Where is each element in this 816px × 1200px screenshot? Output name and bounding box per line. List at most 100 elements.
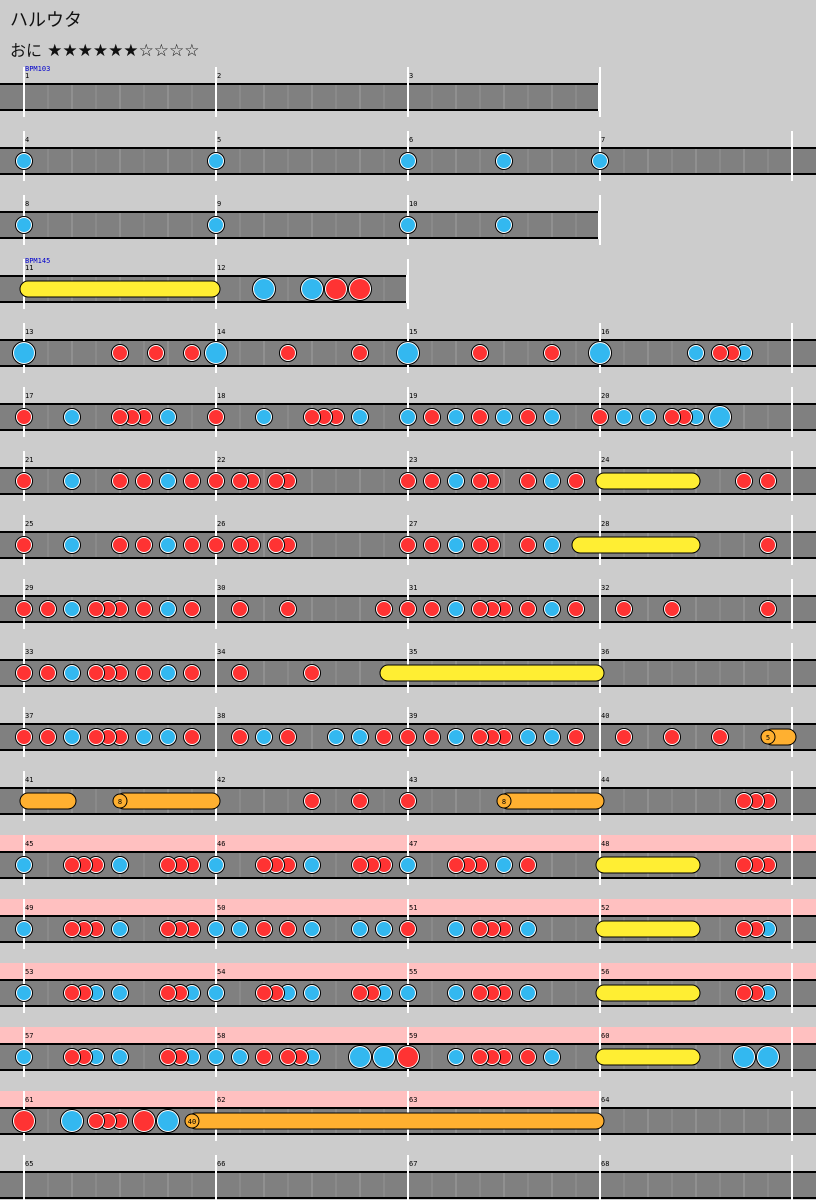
measure-number: 53 [25,968,33,976]
ka-note [17,986,31,1000]
don-note [269,538,283,552]
drumroll-note [595,920,701,938]
don-note [521,1050,535,1064]
don-note [485,730,499,744]
don-note [305,410,319,424]
ka-note [209,154,223,168]
don-note [89,730,103,744]
gogo-band [600,963,816,981]
gogo-band [600,899,816,917]
drumroll-note [379,664,605,682]
don-note [17,410,31,424]
don-note [737,858,751,872]
gogo-band [216,835,408,853]
don-note [401,730,415,744]
ka-note [65,410,79,424]
don-note [473,922,487,936]
drumroll-note [595,472,701,490]
don-note [353,346,367,360]
big-ka-note [758,1047,778,1067]
balloon-count: 5 [766,734,770,742]
don-note [77,858,91,872]
don-note [401,602,415,616]
don-note [65,858,79,872]
balloon-count: 40 [188,1118,196,1126]
ka-note [401,986,415,1000]
ka-note [17,1050,31,1064]
don-note [497,1050,511,1064]
don-note [521,858,535,872]
big-ka-note [710,407,730,427]
don-note [209,410,223,424]
ka-note [65,730,79,744]
don-note [473,1050,487,1064]
don-note [353,858,367,872]
don-note [101,730,115,744]
don-note [269,858,283,872]
difficulty-stars: ★★★★★★☆☆☆☆ [47,41,199,61]
gogo-band [0,1091,216,1109]
big-ka-note [62,1111,82,1131]
gogo-band [408,963,600,981]
balloon-note [19,792,77,810]
ka-note [641,410,655,424]
don-note [401,794,415,808]
gogo-band [0,963,216,981]
measure-number: 66 [217,1160,225,1168]
chart-row [0,67,601,117]
ka-note [761,922,775,936]
ka-note [17,858,31,872]
chart-row [0,579,816,629]
measure-number: 46 [217,840,225,848]
ka-note [89,986,103,1000]
ka-note [209,922,223,936]
ka-note [449,410,463,424]
measure-number: 1 [25,72,29,80]
don-note [281,858,295,872]
don-note [473,602,487,616]
measure-number: 50 [217,904,225,912]
big-ka-note [350,1047,370,1067]
measure-number: 38 [217,712,225,720]
chart-row [0,899,816,949]
big-don-note [134,1111,154,1131]
don-note [137,538,151,552]
ka-note [401,218,415,232]
don-note [89,666,103,680]
measure-number: 58 [217,1032,225,1040]
drumroll-note [19,280,221,298]
ka-note [65,666,79,680]
measure-number: 36 [601,648,609,656]
don-note [281,538,295,552]
measure-number: 52 [601,904,609,912]
ka-note [545,410,559,424]
ka-note [545,730,559,744]
don-note [473,986,487,1000]
big-don-note [326,279,346,299]
don-note [521,538,535,552]
don-note [761,602,775,616]
don-note [377,730,391,744]
ka-note [689,346,703,360]
measure-number: 39 [409,712,417,720]
gogo-band [408,1027,600,1045]
ka-note [377,986,391,1000]
ka-note [65,538,79,552]
don-note [185,346,199,360]
ka-note [545,1050,559,1064]
measure-number: 48 [601,840,609,848]
don-note [305,794,319,808]
don-note [473,410,487,424]
big-ka-note [734,1047,754,1067]
don-note [113,346,127,360]
don-note [617,730,631,744]
balloon-head [496,793,512,809]
don-note [485,538,499,552]
don-note [233,666,247,680]
don-note [137,602,151,616]
big-ka-note [590,343,610,363]
measure-number: 4 [25,136,29,144]
measure-number: 47 [409,840,417,848]
measure-number: 61 [25,1096,33,1104]
